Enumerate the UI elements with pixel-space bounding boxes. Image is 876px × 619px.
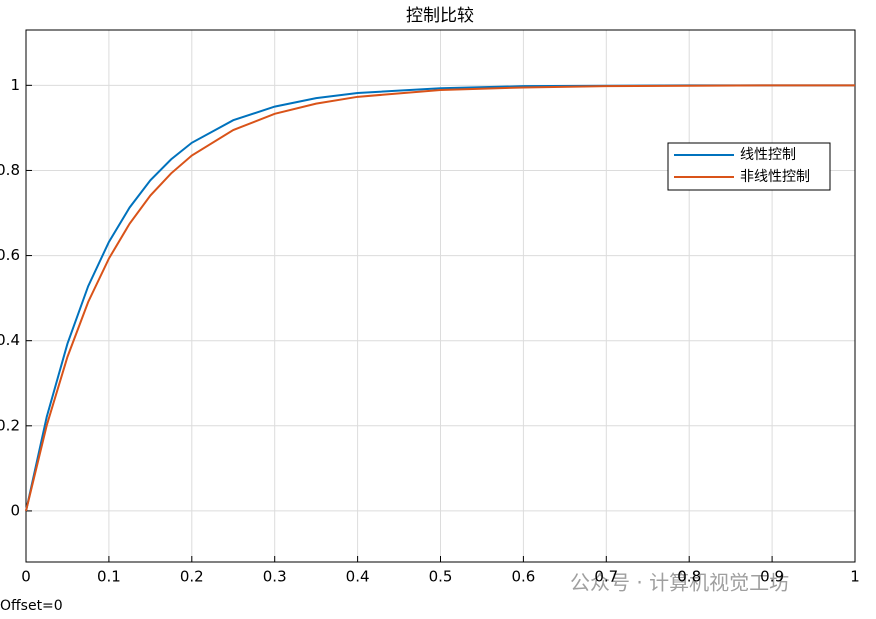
x-tick-label: 0.4: [346, 568, 370, 586]
x-tick-label: 0.7: [594, 568, 618, 586]
chart-title: 控制比较: [406, 6, 474, 26]
x-tick-label: 0: [21, 568, 31, 586]
y-tick-label: 0.2: [0, 416, 20, 434]
x-tick-label: 0.1: [97, 568, 121, 586]
series-line: [25, 84, 855, 512]
y-tick-label: 0.6: [0, 246, 20, 264]
y-tick-label: 1: [10, 76, 20, 94]
x-tick-label: 0.8: [677, 568, 701, 586]
legend-label: 非线性控制: [740, 169, 810, 185]
legend-box: [667, 142, 831, 191]
legend-label: 线性控制: [740, 147, 796, 163]
x-tick-label: 1: [850, 568, 860, 586]
x-tick-label: 0.2: [180, 568, 204, 586]
x-tick-label: 0.5: [429, 568, 453, 586]
y-tick-label: 0.8: [0, 161, 20, 179]
x-tick-label: 0.3: [263, 568, 287, 586]
y-tick-label: 0: [10, 501, 20, 519]
axes-box: [25, 29, 856, 563]
watermark: 公众号 · 计算机视觉工坊: [570, 571, 789, 595]
x-tick-label: 0.6: [511, 568, 535, 586]
x-tick-label: 0.9: [760, 568, 784, 586]
annotation: Offset=0: [0, 598, 63, 614]
y-tick-label: 0.4: [0, 331, 20, 349]
